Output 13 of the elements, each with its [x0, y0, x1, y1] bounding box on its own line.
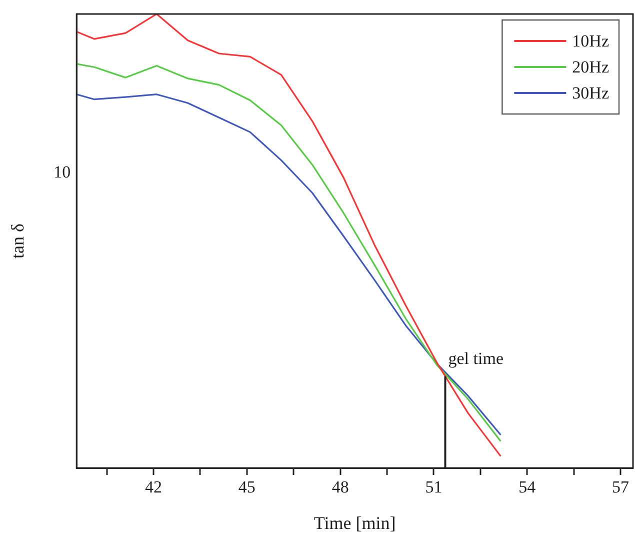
- x-axis-title: Time [min]: [314, 512, 396, 533]
- x-tick-label: 48: [332, 478, 349, 497]
- x-tick-label: 45: [238, 478, 256, 497]
- text: 10: [54, 162, 71, 182]
- y-axis-title: tan δ: [8, 224, 28, 258]
- legend-label: 10Hz: [572, 31, 610, 50]
- x-tick-label: 42: [145, 478, 162, 497]
- x-tick-label: 51: [425, 478, 442, 497]
- x-tick-label: 54: [518, 478, 536, 497]
- x-tick-label: 57: [612, 478, 630, 497]
- legend-label: 20Hz: [572, 57, 610, 76]
- ref-line-label: gel time: [448, 349, 504, 368]
- legend-label: 30Hz: [572, 83, 610, 102]
